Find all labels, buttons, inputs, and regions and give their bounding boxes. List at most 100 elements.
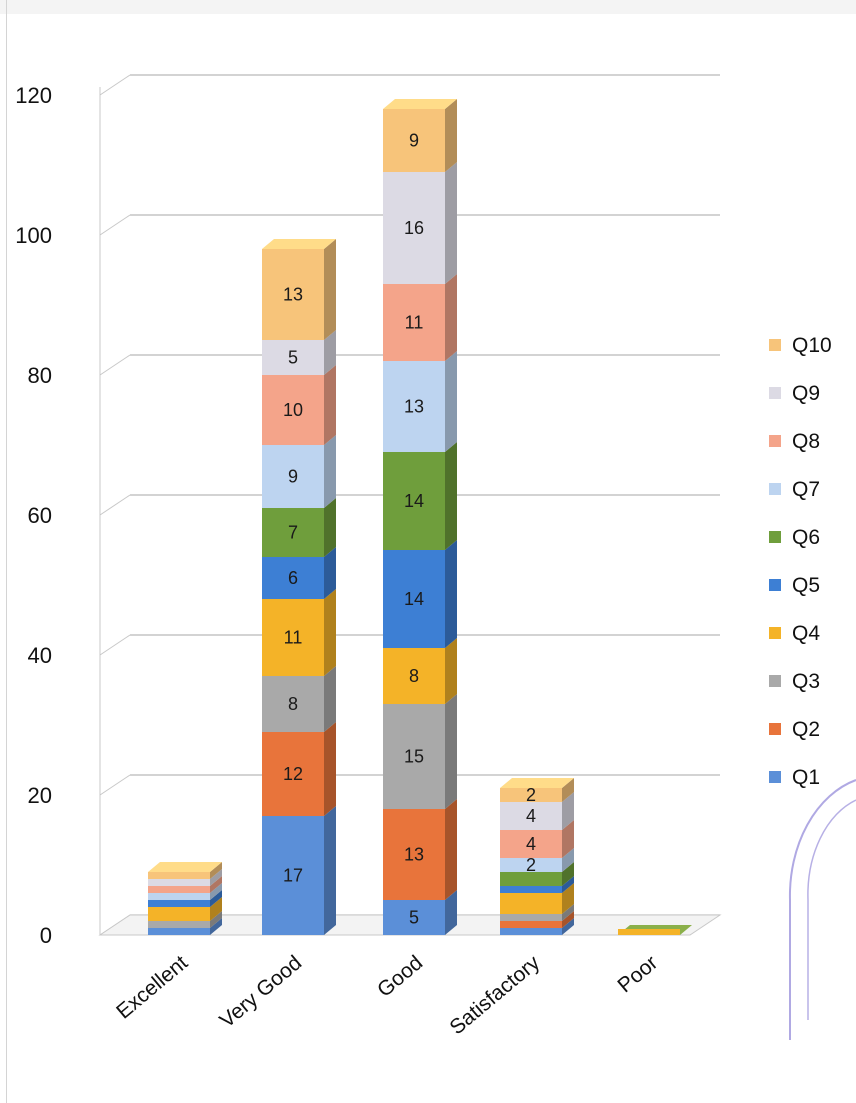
bar-side [562, 862, 574, 886]
data-label: 8 [288, 694, 298, 714]
bar-side [445, 694, 457, 809]
legend-swatch [769, 723, 781, 735]
legend-label: Q4 [792, 622, 820, 645]
data-label: 5 [288, 348, 298, 368]
bar-segment-q9 [500, 802, 562, 830]
bar-segment-q4 [383, 648, 445, 704]
bar-side [324, 239, 336, 340]
page-margin-rule [6, 0, 7, 1103]
bar-stack-poor [618, 925, 692, 935]
bar-segment-q6 [500, 872, 562, 886]
legend-label: Q3 [792, 670, 820, 693]
data-label: 9 [409, 131, 419, 151]
x-tick-label: Excellent [112, 951, 192, 1023]
bar-segment-q2 [500, 921, 562, 928]
legend-label: Q1 [792, 766, 820, 789]
bar-side [324, 365, 336, 445]
legend-swatch [769, 435, 781, 447]
bar-segment-q2 [383, 809, 445, 900]
bar-side [324, 547, 336, 599]
page-edge-strip [0, 0, 856, 14]
bar-segment-q7 [500, 858, 562, 872]
legend-swatch [769, 339, 781, 351]
bar-segment-flat [618, 929, 680, 935]
bar-segment-q8 [383, 284, 445, 361]
gridline-depth [99, 74, 131, 96]
legend-swatch [769, 771, 781, 783]
bar-segment-q1 [383, 900, 445, 935]
x-tick-label: Poor [613, 951, 662, 997]
bar-segment-q5 [262, 557, 324, 599]
bar-segment-q3 [148, 921, 210, 928]
bar-segment-q9 [383, 172, 445, 284]
bar-side [562, 911, 574, 928]
data-label: 2 [526, 785, 536, 805]
bar-side [210, 862, 222, 879]
y-tick-label: 0 [40, 923, 52, 948]
bar-segment-q10 [148, 872, 210, 879]
legend-swatch [769, 627, 781, 639]
data-label: 6 [288, 568, 298, 588]
bar-side [210, 883, 222, 900]
bar-segment-q10 [383, 109, 445, 172]
data-label: 15 [404, 747, 424, 767]
legend-swatch [769, 531, 781, 543]
data-label: 4 [526, 834, 536, 854]
bar-side [445, 890, 457, 935]
bar-side [210, 869, 222, 886]
y-tick-label: 40 [28, 643, 52, 668]
y-tick-label: 20 [28, 783, 52, 808]
bar-segment-q6 [383, 452, 445, 550]
bar-segment-q10 [500, 788, 562, 802]
bar-segment-q9 [262, 340, 324, 375]
bar-side [562, 820, 574, 858]
bar-segment-q10 [262, 249, 324, 340]
bar-segment-q7 [262, 445, 324, 508]
data-label: 16 [404, 218, 424, 238]
data-label: 7 [288, 523, 298, 543]
data-label: 5 [409, 908, 419, 928]
bar-segment-q3 [383, 704, 445, 809]
bar-segment-q2 [262, 732, 324, 816]
bar-side [445, 540, 457, 648]
bar-side [324, 330, 336, 375]
bar-segment-q8 [500, 830, 562, 858]
legend-label: Q7 [792, 478, 820, 501]
legend-label: Q2 [792, 718, 820, 741]
bar-segment-q4 [148, 907, 210, 921]
data-label: 11 [284, 628, 303, 648]
bar-top [500, 778, 574, 788]
y-tick-label: 100 [15, 223, 52, 248]
data-label: 12 [283, 764, 303, 784]
legend-swatch [769, 483, 781, 495]
bar-top [262, 239, 336, 249]
data-label: 9 [288, 467, 298, 487]
bar-segment-q6 [262, 508, 324, 557]
data-label: 2 [526, 855, 536, 875]
bar-stack-excellent [148, 862, 222, 935]
bar-side [445, 274, 457, 361]
bar-segment-q9 [148, 879, 210, 886]
data-label: 4 [526, 806, 536, 826]
bar-side [562, 918, 574, 935]
bar-segment-q8 [262, 375, 324, 445]
bar-segment-q7 [148, 893, 210, 900]
x-tick-label: Very Good [215, 951, 306, 1032]
data-label: 13 [283, 285, 303, 305]
y-tick-label: 120 [15, 83, 52, 108]
bar-segment-q3 [500, 914, 562, 921]
data-label: 11 [405, 313, 424, 333]
data-label: 10 [283, 400, 303, 420]
legend: Q10 Q9 Q8 Q7 Q6 Q5 Q4 Q3 Q2 Q1 [769, 334, 832, 789]
bar-top [148, 862, 222, 872]
y-tick-label: 80 [28, 363, 52, 388]
bar-side [445, 99, 457, 172]
bar-side [445, 351, 457, 452]
bar-side [210, 890, 222, 907]
x-tick-label: Satisfactory [445, 951, 544, 1039]
data-label: 13 [404, 397, 424, 417]
bar-side [562, 876, 574, 893]
bar-segment-q1 [148, 928, 210, 935]
bar-stack-good: 5 13 15 8 14 14 13 11 16 9 [383, 99, 457, 935]
